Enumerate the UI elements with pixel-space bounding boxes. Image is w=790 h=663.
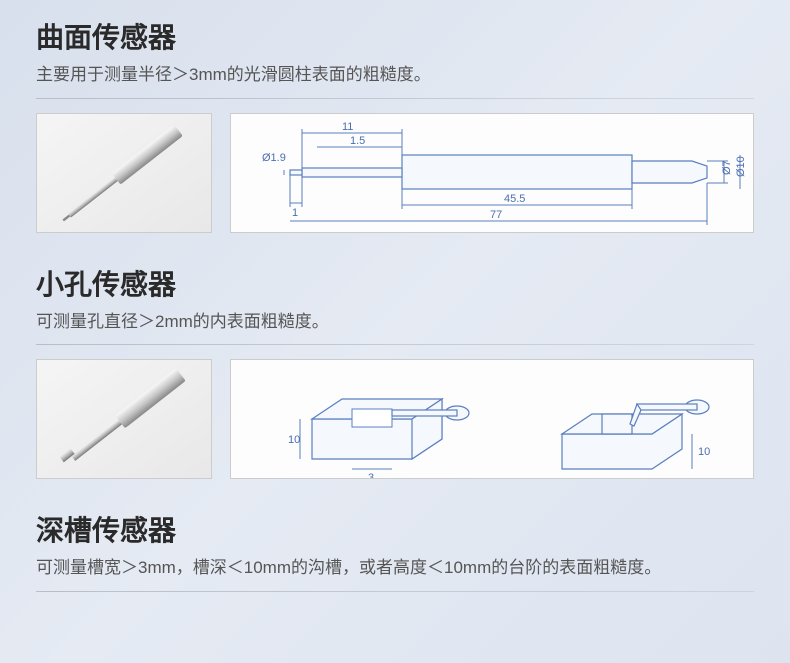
- dim-3: 3: [368, 472, 374, 479]
- dim-455: 45.5: [504, 193, 525, 205]
- dim-11: 11: [342, 121, 353, 133]
- section-curved-sensor: 曲面传感器 主要用于测量半径＞3mm的光滑圆柱表面的粗糙度。: [0, 0, 790, 98]
- section-desc: 主要用于测量半径＞3mm的光滑圆柱表面的粗糙度。: [36, 62, 754, 98]
- dim-d19: Ø1.9: [262, 152, 286, 164]
- section-deep-groove-sensor: 深槽传感器 可测量槽宽＞3mm，槽深＜10mm的沟槽，或者高度＜10mm的台阶的…: [0, 493, 790, 591]
- probe-diagram-2: 10 3 10: [230, 359, 754, 479]
- probe-photo-1: [36, 113, 212, 233]
- dim-10b: 10: [698, 446, 710, 458]
- section-title: 小孔传感器: [36, 247, 754, 309]
- dim-1: 1: [292, 207, 298, 219]
- divider: [36, 591, 754, 592]
- images-row-1: 11 1.5 Ø1.9 1 45.5 77 Ø7 Ø10: [0, 99, 790, 247]
- dim-h10: Ø10: [735, 156, 747, 177]
- probe-photo-2: [36, 359, 212, 479]
- probe-diagram-1: 11 1.5 Ø1.9 1 45.5 77 Ø7 Ø10: [230, 113, 754, 233]
- dim-h7: Ø7: [721, 160, 733, 175]
- section-small-hole-sensor: 小孔传感器 可测量孔直径＞2mm的内表面粗糙度。: [0, 247, 790, 345]
- images-row-2: 10 3 10: [0, 345, 790, 493]
- section-desc: 可测量槽宽＞3mm，槽深＜10mm的沟槽，或者高度＜10mm的台阶的表面粗糙度。: [36, 555, 754, 591]
- dim-10: 10: [288, 434, 300, 446]
- section-title: 曲面传感器: [36, 0, 754, 62]
- section-title: 深槽传感器: [36, 493, 754, 555]
- dim-77: 77: [490, 209, 502, 221]
- section-desc: 可测量孔直径＞2mm的内表面粗糙度。: [36, 309, 754, 345]
- dim-15: 1.5: [350, 135, 365, 147]
